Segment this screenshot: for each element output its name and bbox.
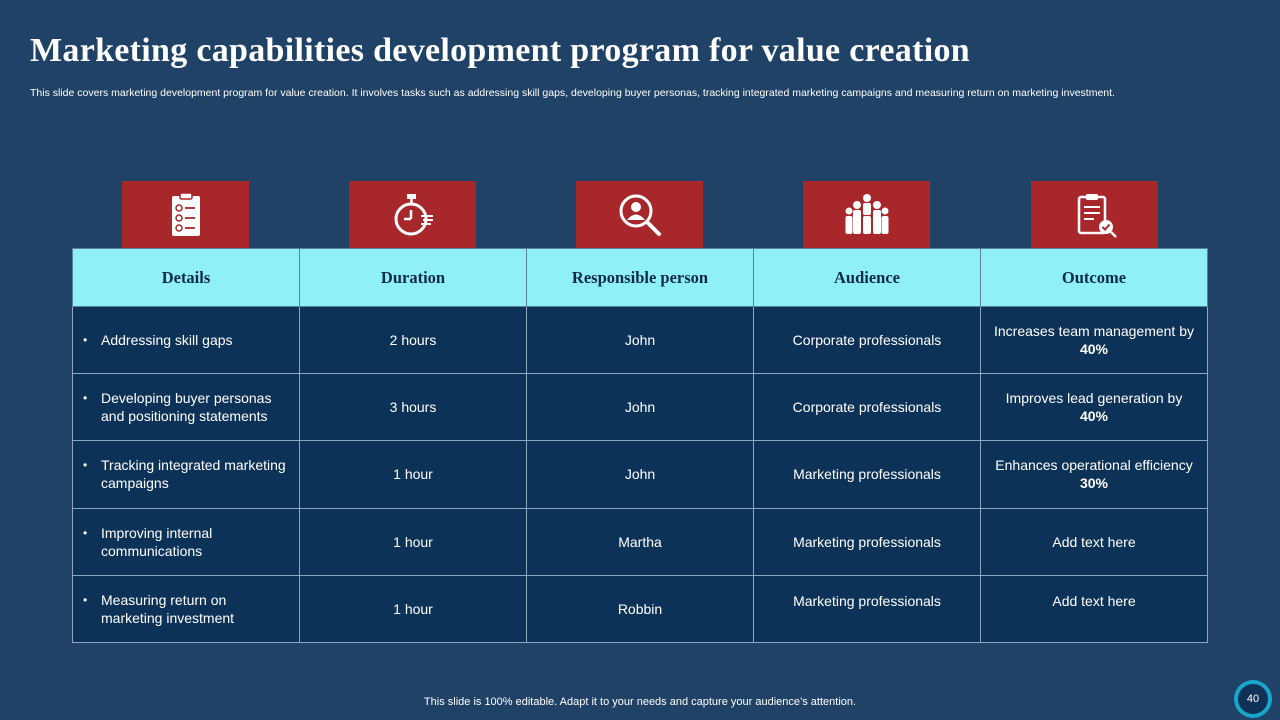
page-number-badge: 40: [1234, 680, 1272, 718]
table-row: • Improving internal communications 1 hou…: [72, 507, 1208, 576]
outcome-text: Enhances operational efficiency: [995, 457, 1193, 474]
duration-cell: 3 hours: [299, 373, 527, 442]
stopwatch-icon: [394, 193, 433, 235]
slide-subtitle: This slide covers marketing development …: [30, 87, 1115, 99]
details-text: Measuring return on marketing investment: [101, 591, 235, 626]
audience-icon-box: [803, 181, 930, 248]
table-row: • Tracking integrated marketing campaigns…: [72, 440, 1208, 509]
program-table: Details Duration Responsible person Audi…: [72, 248, 1208, 644]
outcome-text: Increases team management by: [994, 323, 1194, 340]
outcome-cell: Enhances operational efficiency 30%: [980, 440, 1208, 509]
outcome-value: 40%: [1079, 408, 1109, 425]
header-responsible-person: Responsible person: [526, 248, 754, 307]
header-audience: Audience: [753, 248, 981, 307]
details-cell: • Measuring return on marketing investmen…: [72, 574, 300, 644]
bullet-icon: •: [83, 391, 88, 406]
details-icon-box: [122, 181, 249, 248]
outcome-value: 40%: [1079, 341, 1109, 358]
search-person-icon: [619, 194, 661, 236]
person-cell: John: [526, 305, 754, 375]
clipboard-check-icon: [1077, 193, 1117, 238]
outcome-value: 30%: [1079, 475, 1109, 492]
bullet-icon: •: [83, 458, 88, 473]
person-cell: John: [526, 373, 754, 442]
duration-cell: 1 hour: [299, 507, 527, 576]
person-cell: John: [526, 440, 754, 509]
table-row: • Developing buyer personas and positioni…: [72, 373, 1208, 442]
details-text: Addressing skill gaps: [101, 332, 233, 349]
details-cell: • Developing buyer personas and positioni…: [72, 373, 300, 442]
outcome-cell: Add text here: [980, 507, 1208, 576]
table-row: • Measuring return on marketing investmen…: [72, 574, 1208, 644]
outcome-text: Improves lead generation by: [1005, 390, 1183, 407]
outcome-cell: Add text here: [980, 574, 1208, 644]
audience-cell: Corporate professionals: [753, 305, 981, 375]
outcome-cell: Increases team management by 40%: [980, 305, 1208, 375]
outcome-icon-box: [1031, 181, 1158, 248]
audience-cell: Corporate professionals: [753, 373, 981, 442]
bullet-icon: •: [83, 333, 88, 348]
outcome-text: Add text here: [1052, 533, 1136, 550]
details-cell: • Tracking integrated marketing campaigns: [72, 440, 300, 509]
header-outcome: Outcome: [980, 248, 1208, 307]
bullet-icon: •: [83, 592, 88, 607]
table-row: • Addressing skill gaps 2 hours John Corp…: [72, 305, 1208, 375]
checklist-icon: [171, 191, 200, 236]
duration-cell: 1 hour: [299, 440, 527, 509]
slide-title: Marketing capabilities development progr…: [30, 32, 970, 69]
page-number: 40: [1238, 684, 1268, 714]
duration-cell: 1 hour: [299, 574, 527, 644]
table-header-row: Details Duration Responsible person Audi…: [72, 248, 1208, 307]
person-cell: Martha: [526, 507, 754, 576]
person-icon-box: [576, 181, 703, 248]
audience-cell: Marketing professionals: [753, 574, 981, 644]
bullet-icon: •: [83, 525, 88, 540]
details-text: Improving internal communications: [101, 524, 213, 559]
outcome-cell: Improves lead generation by 40%: [980, 373, 1208, 442]
header-details: Details: [72, 248, 300, 307]
details-cell: • Improving internal communications: [72, 507, 300, 576]
footer-note: This slide is 100% editable. Adapt it to…: [423, 696, 857, 708]
header-duration: Duration: [299, 248, 527, 307]
outcome-text: Add text here: [1052, 592, 1136, 609]
person-cell: Robbin: [526, 574, 754, 644]
audience-group-icon: [845, 193, 888, 234]
duration-cell: 2 hours: [299, 305, 527, 375]
details-text: Tracking integrated marketing campaigns: [101, 457, 286, 492]
audience-cell: Marketing professionals: [753, 440, 981, 509]
duration-icon-box: [349, 181, 476, 248]
details-cell: • Addressing skill gaps: [72, 305, 300, 375]
audience-cell: Marketing professionals: [753, 507, 981, 576]
details-text: Developing buyer personas and positionin…: [101, 390, 272, 425]
